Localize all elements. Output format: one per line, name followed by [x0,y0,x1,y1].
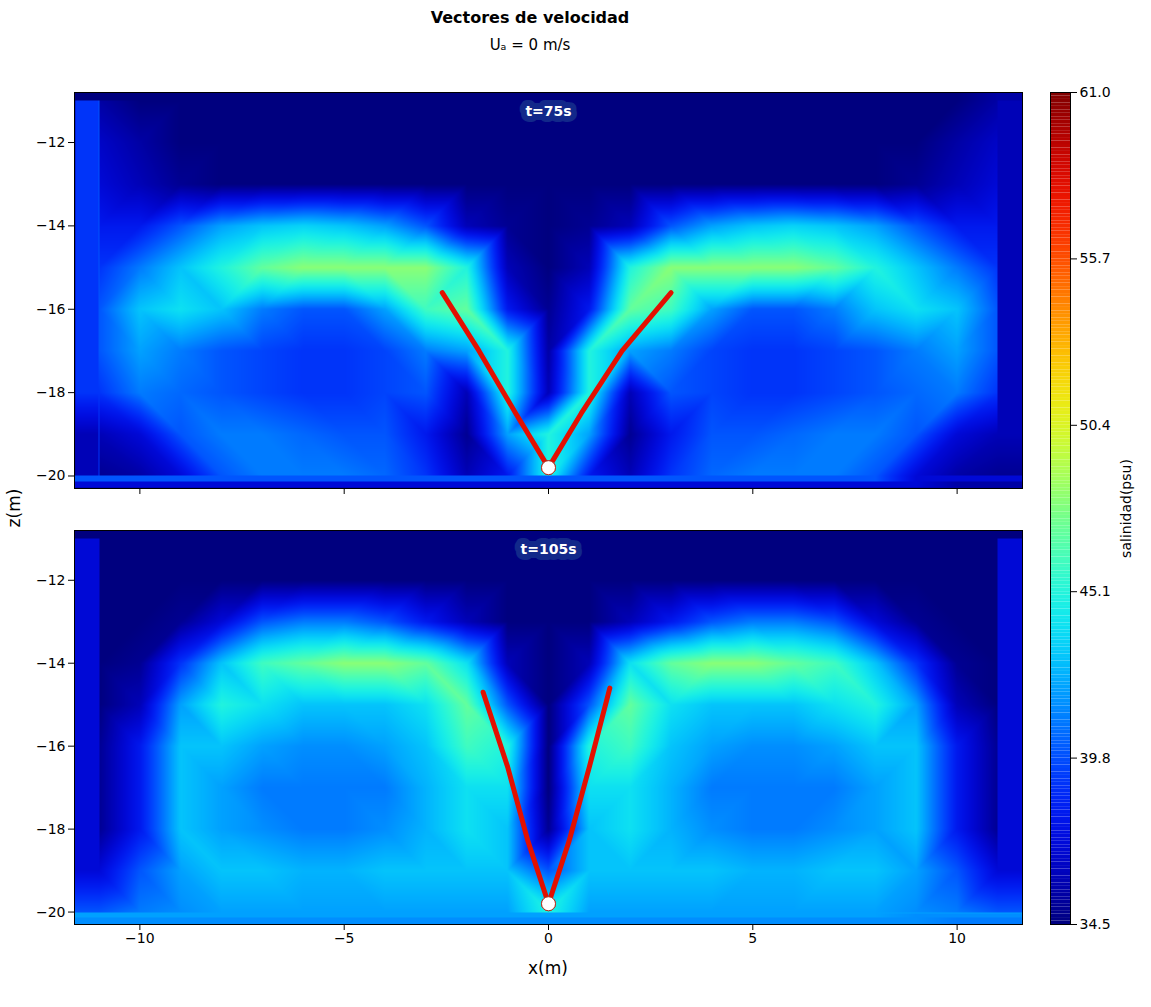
svg-text:−18: −18 [36,384,66,400]
svg-text:10: 10 [948,930,966,946]
svg-text:−12: −12 [36,572,66,588]
html-text:z(m): z(m) [4,488,24,528]
svg-text:t=75s: t=75s [525,103,571,119]
svg-text:−20: −20 [36,467,66,483]
svg-text:−10: −10 [125,930,155,946]
svg-text:−14: −14 [36,655,66,671]
svg-text:−12: −12 [36,134,66,150]
svg-text:−18: −18 [36,821,66,837]
svg-text:−14: −14 [36,217,66,233]
svg-text:50.4: 50.4 [1080,417,1111,433]
svg-text:0: 0 [544,930,553,946]
svg-text:−16: −16 [36,301,66,317]
svg-text:61.0: 61.0 [1080,84,1111,100]
html-text:x(m): x(m) [528,958,568,978]
svg-text:salinidad(psu): salinidad(psu) [1118,459,1134,558]
svg-text:−20: −20 [36,904,66,920]
svg-text:−16: −16 [36,738,66,754]
html-text:Vectores de velocidad: Vectores de velocidad [430,8,630,27]
svg-text:t=105s: t=105s [521,541,577,557]
svg-text:34.5: 34.5 [1080,916,1111,932]
html-text:Uₐ = 0 m/s: Uₐ = 0 m/s [489,36,571,54]
svg-text:−5: −5 [334,930,355,946]
svg-text:45.1: 45.1 [1080,583,1111,599]
svg-text:39.8: 39.8 [1080,750,1111,766]
svg-text:5: 5 [748,930,757,946]
svg-text:55.7: 55.7 [1080,250,1111,266]
